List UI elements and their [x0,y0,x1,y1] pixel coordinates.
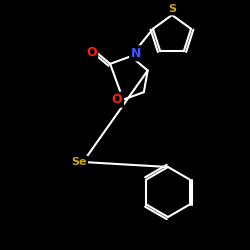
Text: N: N [131,47,141,60]
Text: Se: Se [71,157,87,167]
Text: O: O [86,46,97,59]
Text: O: O [112,93,122,106]
Text: S: S [168,4,176,14]
